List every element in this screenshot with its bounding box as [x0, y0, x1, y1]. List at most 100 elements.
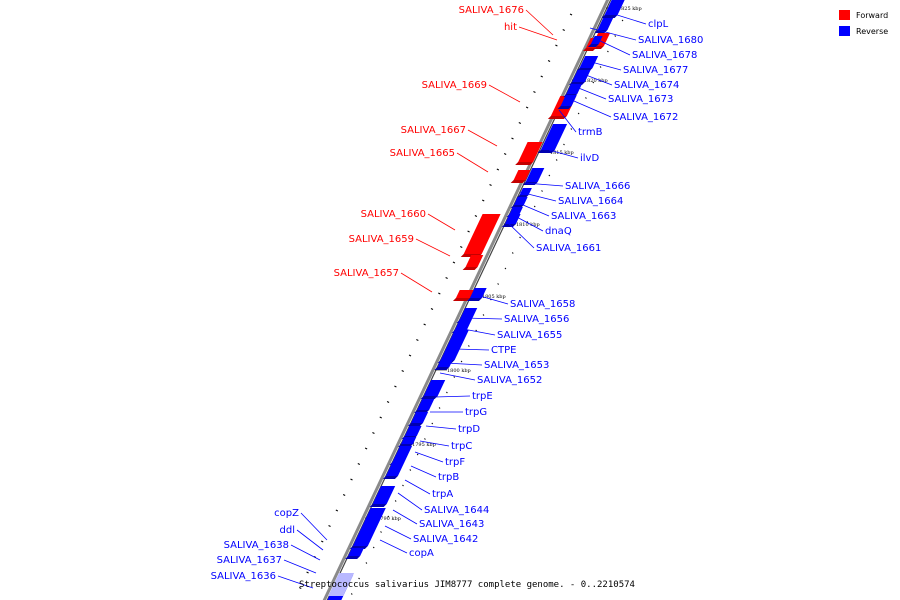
reverse-gene-label[interactable]: trpD — [425, 424, 480, 435]
reverse-gene-label[interactable]: SALIVA_1655 — [457, 327, 562, 341]
reverse-gene-body — [417, 399, 435, 410]
tick-label: 1815 kbp — [550, 150, 574, 156]
reverse-gene-label[interactable]: SALIVA_1666 — [524, 181, 630, 192]
leader-line — [577, 71, 613, 86]
left-gene-label[interactable]: SALIVA_1636 — [211, 571, 314, 589]
left-gene-label[interactable]: ddl — [280, 525, 324, 551]
leader-line — [290, 544, 321, 561]
gene-label-text: trpC — [451, 441, 472, 452]
minor-mark — [445, 277, 448, 279]
reverse-gene[interactable] — [369, 486, 396, 507]
reverse-gene[interactable] — [557, 95, 577, 109]
left-gene-label[interactable]: SALIVA_1637 — [217, 555, 317, 574]
reverse-gene[interactable] — [382, 462, 405, 479]
forward-gene-label[interactable]: SALIVA_1667 — [401, 125, 498, 147]
reverse-gene-label[interactable]: dnaQ — [512, 214, 572, 237]
reverse-gene[interactable] — [345, 548, 364, 559]
reverse-gene-body — [509, 207, 523, 214]
reverse-gene-label[interactable]: SALIVA_1661 — [506, 221, 601, 254]
gene-label-text: SALIVA_1637 — [217, 555, 282, 566]
reverse-gene-shade — [369, 504, 387, 507]
reverse-gene[interactable] — [594, 18, 614, 33]
forward-gene[interactable] — [462, 255, 484, 270]
forward-gene[interactable] — [510, 170, 531, 183]
reverse-gene[interactable] — [407, 412, 429, 426]
minor-mark — [431, 422, 434, 425]
forward-gene-label[interactable]: hit — [504, 22, 558, 41]
reverse-gene-label[interactable]: SALIVA_1678 — [593, 37, 697, 61]
gene-label-text: CTPE — [491, 345, 516, 356]
forward-gene-label[interactable]: SALIVA_1665 — [390, 148, 489, 173]
reverse-gene[interactable] — [587, 36, 603, 47]
reverse-gene-label[interactable]: trpG — [430, 407, 487, 418]
reverse-gene-label[interactable]: SALIVA_1677 — [583, 59, 688, 76]
leader-line — [410, 465, 437, 478]
reverse-gene-label[interactable]: clpL — [613, 13, 669, 30]
minor-mark — [570, 128, 573, 130]
reverse-gene-label[interactable]: SALIVA_1680 — [589, 27, 703, 46]
gene-label-text: trpA — [432, 489, 453, 500]
selected-gene-highlight[interactable] — [328, 573, 355, 596]
forward-gene-label[interactable]: SALIVA_1657 — [334, 268, 433, 293]
gene-label-text: SALIVA_1657 — [334, 268, 399, 279]
reverse-gene-body — [423, 380, 446, 396]
reverse-gene[interactable] — [466, 288, 487, 301]
leader-line — [472, 293, 509, 305]
reverse-gene-label[interactable]: CTPE — [455, 345, 516, 356]
leader-line — [384, 525, 412, 540]
reverse-gene-label[interactable]: SALIVA_1642 — [384, 525, 478, 545]
reverse-gene-label[interactable]: SALIVA_1674 — [577, 71, 679, 91]
gene-label-text: SALIVA_1672 — [613, 112, 678, 123]
reverse-gene-label[interactable]: trpE — [434, 391, 493, 402]
reverse-gene-label[interactable]: SALIVA_1653 — [444, 360, 549, 371]
reverse-gene[interactable] — [601, 0, 625, 18]
reverse-gene-label[interactable]: SALIVA_1652 — [439, 372, 542, 386]
forward-gene[interactable] — [515, 142, 543, 165]
leader-line — [548, 149, 579, 159]
left-gene-label[interactable]: SALIVA_1638 — [224, 540, 321, 561]
forward-gene-label[interactable]: SALIVA_1660 — [361, 209, 456, 231]
reverse-gene[interactable] — [437, 330, 469, 363]
reverse-gene-label[interactable]: SALIVA_1658 — [472, 293, 575, 310]
reverse-gene-label[interactable]: trpC — [419, 440, 472, 452]
reverse-gene-label[interactable]: trmB — [558, 109, 603, 138]
minor-mark — [547, 60, 551, 62]
forward-gene-shade — [547, 116, 567, 119]
reverse-gene-label[interactable]: SALIVA_1643 — [392, 509, 484, 530]
reverse-gene-body — [579, 56, 599, 68]
reverse-gene-body — [348, 548, 364, 556]
reverse-gene-label[interactable]: SALIVA_1672 — [566, 97, 678, 123]
reverse-gene-label[interactable]: copA — [379, 539, 434, 559]
leader-line — [427, 213, 456, 231]
forward-gene[interactable] — [452, 290, 474, 301]
reverse-gene-body — [454, 320, 472, 330]
minor-mark — [577, 112, 580, 115]
leader-line — [613, 13, 647, 25]
reverse-gene-label[interactable]: SALIVA_1663 — [515, 201, 616, 222]
reverse-gene-body — [571, 70, 591, 82]
reverse-gene-label[interactable]: SALIVA_1656 — [463, 314, 569, 325]
reverse-gene-label[interactable]: SALIVA_1673 — [570, 84, 673, 105]
minor-mark — [533, 205, 536, 208]
forward-gene-label[interactable]: SALIVA_1676 — [459, 5, 554, 36]
forward-gene-shade — [582, 48, 596, 51]
left-gene-label[interactable]: copZ — [274, 508, 328, 541]
forward-gene[interactable] — [460, 214, 501, 257]
forward-gene-body — [463, 214, 501, 254]
reverse-gene[interactable] — [420, 380, 446, 399]
reverse-gene-label[interactable]: trpA — [404, 479, 453, 500]
reverse-gene-label[interactable]: SALIVA_1664 — [519, 191, 623, 207]
reverse-gene-label[interactable]: SALIVA_1644 — [397, 492, 489, 516]
reverse-gene-label[interactable]: ilvD — [548, 149, 599, 164]
forward-gene-label[interactable]: SALIVA_1659 — [349, 234, 451, 257]
reverse-gene[interactable] — [434, 360, 453, 370]
reverse-gene-label[interactable]: trpB — [410, 465, 459, 483]
leader-line — [593, 37, 631, 56]
reverse-gene-label[interactable]: trpF — [414, 451, 465, 468]
forward-gene-label[interactable]: SALIVA_1669 — [422, 80, 521, 103]
reverse-gene[interactable] — [501, 214, 521, 227]
highlight-block — [328, 573, 355, 596]
gene-label-text: SALIVA_1660 — [361, 209, 426, 220]
reverse-gene-body — [597, 18, 614, 30]
